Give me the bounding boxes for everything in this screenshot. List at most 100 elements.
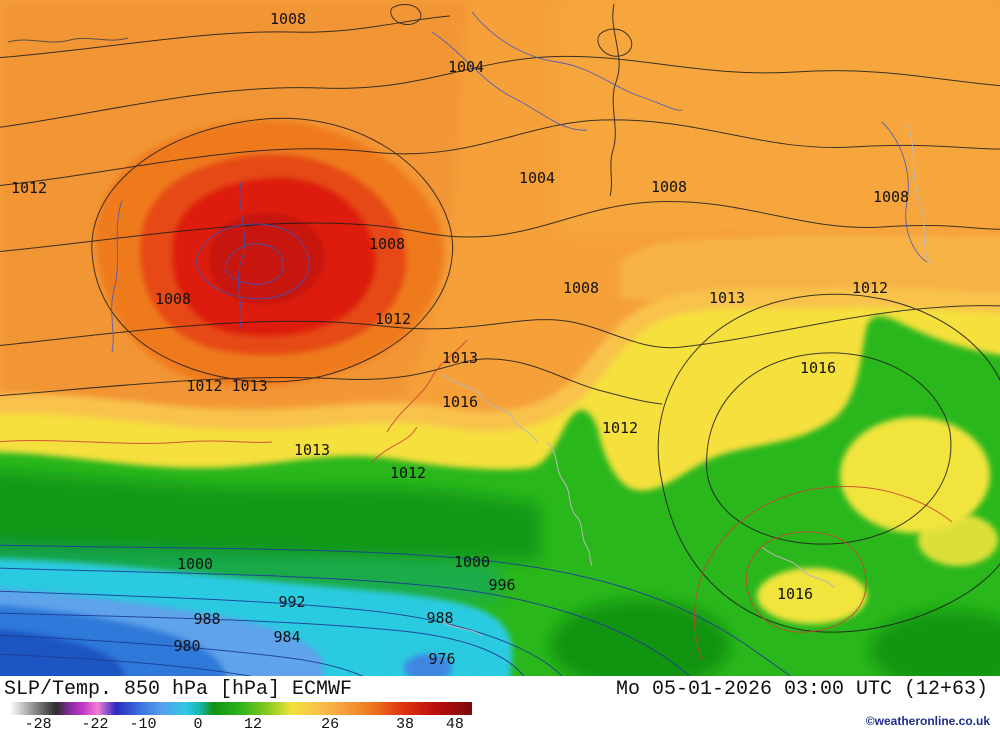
temp-contour-path xyxy=(195,223,310,300)
temperature-scale-ticks: -28 -22 -10 0 12 26 38 48 xyxy=(10,715,472,733)
footer: SLP/Temp. 850 hPa [hPa] ECMWF Mo 05-01-2… xyxy=(0,676,1000,733)
isobar-label: 988 xyxy=(426,609,453,627)
red-contour-path xyxy=(371,426,418,463)
temp-patch-yellow-right2 xyxy=(918,514,998,566)
isobar-label: 1013 xyxy=(442,349,478,367)
temp-contour-path xyxy=(111,199,123,353)
isobar-label: 1000 xyxy=(454,553,490,571)
isobar-label: 1012 xyxy=(602,419,638,437)
isobar-path xyxy=(0,119,1000,186)
isobar-path xyxy=(0,305,1000,349)
isobar-label: 992 xyxy=(278,593,305,611)
isobar-path xyxy=(0,15,451,59)
isobar-label: 1004 xyxy=(519,169,555,187)
scale-tick-label: -10 xyxy=(129,716,157,733)
temp-patch-darkgreen-bottomright xyxy=(870,610,1000,676)
temp-contour-path xyxy=(471,11,683,111)
low-pressure-contours xyxy=(0,544,792,676)
isobar-label: 1004 xyxy=(448,58,484,76)
chart-datetime: Mo 05-01-2026 03:00 UTC (12+63) xyxy=(615,677,988,701)
scale-tick-label: 12 xyxy=(243,716,263,733)
isobar-label: 1012 1013 xyxy=(186,377,267,395)
isobar-contours xyxy=(0,3,1000,633)
footer-caption-row: SLP/Temp. 850 hPa [hPa] ECMWF Mo 05-01-2… xyxy=(0,676,1000,701)
isobar-label: 1016 xyxy=(777,585,813,603)
scale-tick-label: 38 xyxy=(395,716,415,733)
isobar-label: 1008 xyxy=(155,290,191,308)
temp-contour-path xyxy=(431,31,588,131)
red-contour-path xyxy=(386,339,468,433)
isobar-label: 1008 xyxy=(270,10,306,28)
temp-band-deepblue xyxy=(0,629,125,676)
isobar-path xyxy=(0,201,1000,252)
isobar-label: 976 xyxy=(428,650,455,668)
coastline-path xyxy=(441,621,483,637)
isobar-path xyxy=(0,358,663,405)
copyright-link[interactable]: ©weatheronline.co.uk xyxy=(865,714,990,728)
scale-tick-label: -28 xyxy=(24,716,52,733)
weather-map: 1008 1004 1012 1004 1008 1008 1008 1008 1008 1013… xyxy=(0,0,1000,676)
temp-light-orange-topright xyxy=(560,0,1000,230)
isobar-label: 1012 xyxy=(11,179,47,197)
red-contours xyxy=(0,339,953,663)
isobar-path xyxy=(0,544,792,676)
isobar-label: 1013 xyxy=(294,441,330,459)
isobar-label: 1008 xyxy=(873,188,909,206)
temp-patch-darkgreen-bottom xyxy=(550,600,730,676)
isobar-label: 1013 xyxy=(709,289,745,307)
temperature-fill xyxy=(0,0,1000,676)
temp-patch-yellow-bottomright xyxy=(757,568,867,624)
isobar-label: 988 xyxy=(193,610,220,628)
coastline-path xyxy=(441,373,538,443)
isobar-path xyxy=(0,634,364,676)
red-contour-path xyxy=(745,531,867,633)
isobar-path xyxy=(0,612,525,676)
isobar-path xyxy=(657,293,1000,633)
isobar-path xyxy=(0,590,563,676)
isobar-path xyxy=(706,352,952,545)
isobar-path xyxy=(0,55,1000,128)
red-contour-path xyxy=(0,440,273,444)
map-canvas: 1008 1004 1012 1004 1008 1008 1008 1008 1008 1013… xyxy=(0,0,1000,676)
isobar-label: 1012 xyxy=(375,310,411,328)
temperature-contours-blue xyxy=(111,11,928,353)
isobar-label: 1008 xyxy=(563,279,599,297)
isobar-labels: 1008 1004 1012 1004 1008 1008 1008 1008 1008 1013… xyxy=(11,10,909,668)
isobar-path xyxy=(7,37,129,43)
footer-scale-row: -28 -22 -10 0 12 26 38 48 ©weatheronline.co.uk xyxy=(0,701,1000,733)
isobar-label: 1008 xyxy=(369,235,405,253)
temp-band-darkgreen-left xyxy=(0,471,540,560)
coastline-path xyxy=(761,546,835,589)
coastline-path xyxy=(546,441,593,567)
temp-contour-path xyxy=(881,121,928,263)
isobar-label: 1008 xyxy=(651,178,687,196)
coastline-path xyxy=(906,121,931,265)
scale-tick-label: 0 xyxy=(193,716,203,733)
isobar-label: 1012 xyxy=(852,279,888,297)
isobar-label: 984 xyxy=(273,628,300,646)
scale-tick-label: 26 xyxy=(321,716,340,733)
isobar-path xyxy=(390,4,422,25)
temp-patch-yellow-right xyxy=(840,417,990,533)
isobar-label: 1000 xyxy=(177,555,213,573)
isobar-label: 980 xyxy=(173,637,200,655)
warm-core-blob xyxy=(95,119,444,387)
isobar-path xyxy=(609,3,620,197)
isobar-label: 1016 xyxy=(800,359,836,377)
temp-patch-blue-bottom xyxy=(404,654,452,676)
temperature-scale-bar xyxy=(10,702,472,715)
temp-contour-path xyxy=(237,181,245,333)
isobar-label: 1012 xyxy=(390,464,426,482)
red-contour-path xyxy=(694,486,953,663)
temp-contour-path xyxy=(225,243,284,285)
scale-tick-label: -22 xyxy=(81,716,109,733)
scale-tick-label: 48 xyxy=(445,716,464,733)
temperature-scale: -28 -22 -10 0 12 26 38 48 xyxy=(10,702,472,733)
isobar-label: 996 xyxy=(488,576,515,594)
isobar-label: 1016 xyxy=(442,393,478,411)
isobar-path xyxy=(597,28,633,57)
isobar-path xyxy=(0,567,690,676)
coastlines xyxy=(441,121,931,637)
isobar-path xyxy=(91,117,454,383)
